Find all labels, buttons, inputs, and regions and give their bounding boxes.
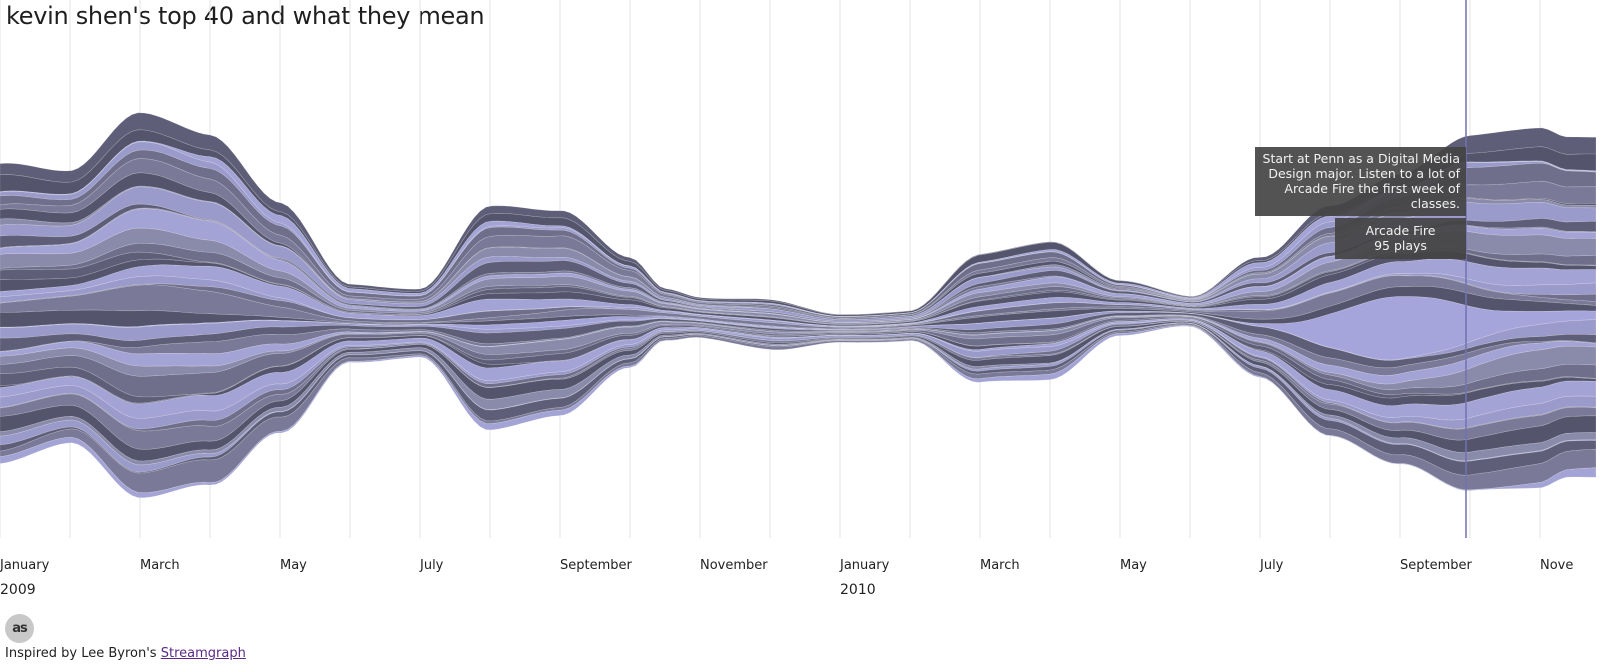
x-axis: January March May July September November Janu… <box>0 558 1573 598</box>
artist-plays: 95 plays <box>1374 238 1427 253</box>
month-tick-label: March <box>980 558 1020 573</box>
event-tooltip: Start at Penn as a Digital Media Design … <box>1255 147 1466 216</box>
footer-prefix: Inspired by Lee Byron's <box>5 646 161 661</box>
month-tick-label: January <box>839 558 890 573</box>
year-tick-label: 2009 <box>0 582 36 598</box>
stream-layer[interactable] <box>0 324 1597 499</box>
streamgraph-link[interactable]: Streamgraph <box>160 646 246 661</box>
month-tick-label: September <box>1400 558 1473 573</box>
month-tick-label: November <box>700 558 768 573</box>
month-tick-label: Nove <box>1540 558 1573 573</box>
event-tooltip-text: Start at Penn as a Digital Media Design … <box>1262 151 1460 211</box>
month-tick-label: January <box>0 558 50 573</box>
page-title: kevin shen's top 40 and what they mean <box>6 2 485 30</box>
footer-credit: Inspired by Lee Byron's Streamgraph <box>5 646 246 661</box>
artist-tooltip: Arcade Fire 95 plays <box>1335 218 1466 259</box>
month-tick-label: May <box>280 558 307 573</box>
month-tick-label: July <box>419 558 444 573</box>
month-tick-label: March <box>140 558 180 573</box>
artist-name: Arcade Fire <box>1365 223 1436 238</box>
lastfm-icon[interactable]: as <box>5 614 34 643</box>
stream-layers[interactable] <box>0 112 1597 499</box>
month-tick-label: September <box>560 558 633 573</box>
streamgraph-chart[interactable]: January March May July September November Janu… <box>0 0 1600 600</box>
year-tick-label: 2010 <box>840 582 876 598</box>
month-tick-label: May <box>1120 558 1147 573</box>
lastfm-icon-label: as <box>12 621 27 636</box>
month-tick-label: July <box>1259 558 1284 573</box>
